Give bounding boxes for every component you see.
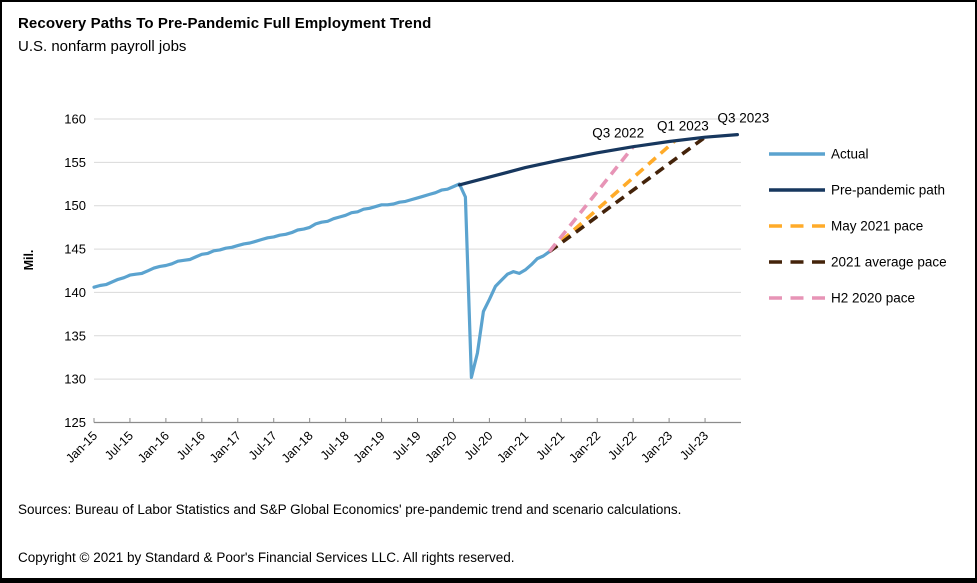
x-tick-label: Jan-21 [495,429,532,466]
copyright-note: Copyright © 2021 by Standard & Poor's Fi… [18,550,515,565]
x-tick-label: Jul-22 [605,429,639,463]
series-h2-2020-pace [547,145,635,253]
x-tick-label: Jan-23 [638,429,675,466]
x-tick-label: Jan-15 [63,429,100,466]
y-tick-label: 130 [64,372,86,387]
x-tick-label: Jan-19 [351,429,388,466]
legend-label: H2 2020 pace [831,291,915,306]
y-tick-label: 155 [64,155,86,170]
sources-note: Sources: Bureau of Labor Statistics and … [18,502,682,517]
y-tick-label: 140 [64,285,86,300]
x-tick-label: Jul-16 [174,429,208,463]
x-tick-label: Jul-19 [390,429,424,463]
x-tick-label: Jul-18 [318,429,352,463]
y-tick-label: 145 [64,242,86,257]
chart-subtitle: U.S. nonfarm payroll jobs [18,38,187,55]
x-tick-label: Jan-18 [279,429,316,466]
y-tick-label: 125 [64,415,86,430]
series-actual [92,182,551,379]
y-tick-label: 135 [64,328,86,343]
series-may-2021-pace [548,139,677,254]
y-axis-title: Mil. [22,250,36,271]
chart-title: Recovery Paths To Pre-Pandemic Full Empl… [18,15,432,32]
annotation-label: Q3 2022 [592,125,644,140]
legend-label: Pre-pandemic path [831,183,945,198]
annotation-label: Q1 2023 [657,118,709,133]
x-tick-label: Jan-17 [207,429,244,466]
x-tick-label: Jan-20 [423,429,460,466]
x-tick-label: Jul-20 [462,429,496,463]
x-tick-label: Jan-16 [135,429,172,466]
x-tick-label: Jan-22 [566,429,603,466]
x-tick-label: Jul-23 [677,429,711,463]
x-tick-label: Jul-21 [533,429,567,463]
y-tick-label: 160 [64,112,86,127]
legend-label: Actual [831,147,869,162]
legend-label: 2021 average pace [831,255,947,270]
legend-label: May 2021 pace [831,219,923,234]
series-pre-pandemic-path [457,133,740,187]
x-tick-label: Jul-15 [102,429,136,463]
x-tick-label: Jul-17 [246,429,280,463]
annotation-label: Q3 2023 [717,111,769,126]
y-tick-label: 150 [64,198,86,213]
